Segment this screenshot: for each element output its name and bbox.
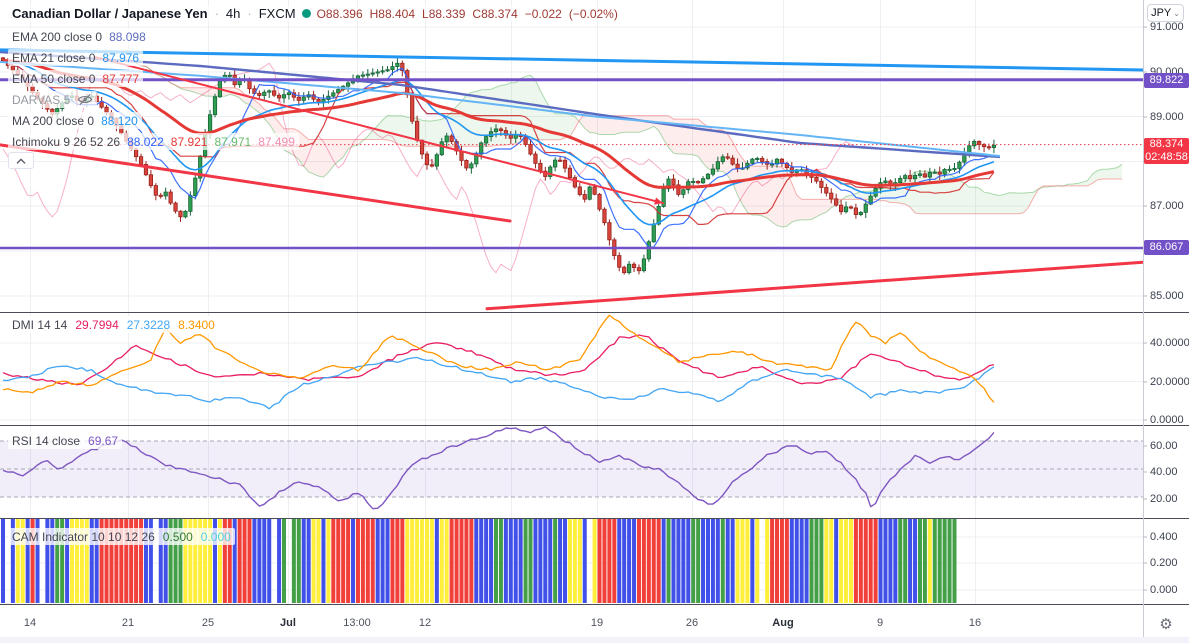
separator: ·	[214, 6, 219, 21]
chevron-down-icon: ⌄	[1173, 8, 1180, 18]
legend-cam[interactable]: CAM Indicator 10 10 12 26 0.500 0.000	[8, 528, 235, 545]
time-axis-label: 13:00	[343, 617, 371, 629]
time-axis-label: 14	[23, 617, 37, 629]
currency-dropdown[interactable]: JPY ⌄	[1147, 4, 1184, 22]
axis-tick-label: 0.200	[1150, 557, 1178, 569]
time-axis-label: 21	[121, 617, 135, 629]
legend-darvas[interactable]: DARVAS 5	[8, 91, 98, 108]
badge-countdown: 02:48:58	[1145, 151, 1188, 163]
quote-close: 88.374	[481, 6, 518, 21]
separator: ·	[247, 6, 252, 21]
chevron-up-icon	[16, 157, 26, 164]
axis-tick-label: 0.0000	[1150, 414, 1184, 426]
time-axis-label: 25	[201, 617, 215, 629]
exchange-label: FXCM	[258, 6, 296, 21]
drawing-price-badge: 89.822	[1144, 73, 1189, 88]
time-axis-label: Jul	[280, 617, 296, 629]
current-price-badge: 88.374 02:48:58	[1144, 138, 1189, 164]
legend-ema50[interactable]: EMA 50 close 0 87.777	[8, 70, 144, 87]
ohlc-quote: O88.396 H88.404 L88.339 C88.374 −0.022 (…	[316, 6, 618, 21]
legend-dmi[interactable]: DMI 14 14 29.7994 27.3228 8.3400	[8, 316, 219, 333]
legend-ichimoku[interactable]: Ichimoku 9 26 52 26 88.022 87.921 87.971…	[8, 133, 299, 150]
legend-rsi[interactable]: RSI 14 close 69.67	[8, 432, 123, 449]
legend-ma200[interactable]: MA 200 close 0 88.120	[8, 112, 142, 129]
axis-tick-label: 87.000	[1150, 200, 1184, 212]
quote-open: 88.396	[325, 6, 363, 21]
quote-change: −0.022	[524, 6, 562, 21]
quote-high: 88.404	[378, 6, 415, 21]
axis-tick-label: 20.0000	[1150, 376, 1189, 388]
legend-ema200[interactable]: EMA 200 close 0 88.098	[8, 28, 150, 45]
legend-ema21[interactable]: EMA 21 close 0 87.976	[8, 49, 144, 66]
time-axis-label: Aug	[772, 617, 794, 629]
axis-tick-label: 40.00	[1150, 466, 1178, 478]
quote-low: 88.339	[428, 6, 466, 21]
interval-label[interactable]: 4h	[225, 6, 241, 21]
bottom-scroll-strip	[0, 637, 1189, 643]
axis-tick-label: 85.000	[1150, 290, 1184, 302]
market-status-icon	[301, 9, 311, 18]
axis-tick-label: 0.400	[1150, 531, 1178, 543]
badge-price: 88.374	[1149, 138, 1184, 150]
axis-tick-label: 60.00	[1150, 440, 1178, 452]
time-axis-label: 12	[418, 617, 432, 629]
axis-tick-label: 0.000	[1150, 584, 1178, 596]
collapse-indicators-button[interactable]	[8, 152, 34, 169]
quote-change-pct: (−0.02%)	[568, 6, 618, 21]
settings-gear-icon[interactable]: ⚙	[1153, 612, 1179, 636]
axis-tick-label: 20.00	[1150, 493, 1178, 505]
symbol-title[interactable]: Canadian Dollar / Japanese Yen	[12, 6, 208, 21]
symbol-header[interactable]: Canadian Dollar / Japanese Yen · 4h · FX…	[8, 6, 622, 21]
axis-tick-label: 40.0000	[1150, 337, 1189, 349]
axis-tick-label: 91.000	[1150, 21, 1184, 33]
time-axis-label: 16	[968, 617, 982, 629]
drawing-price-badge: 86.067	[1144, 240, 1189, 255]
time-axis-label: 9	[876, 617, 884, 629]
time-axis-label: 19	[590, 617, 604, 629]
eye-off-icon[interactable]	[77, 93, 93, 106]
axis-tick-label: 89.000	[1150, 111, 1184, 123]
time-axis-label: 26	[685, 617, 699, 629]
